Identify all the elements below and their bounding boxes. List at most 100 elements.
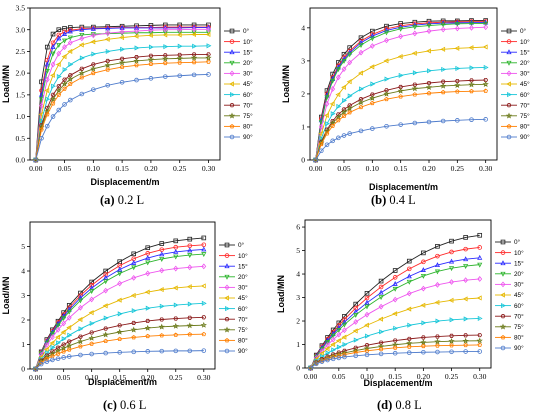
data-point bbox=[342, 314, 347, 319]
caption-c: (c) 0.6 L bbox=[103, 398, 147, 412]
legend-label: 70° bbox=[243, 101, 253, 109]
data-point bbox=[412, 92, 418, 97]
data-point bbox=[88, 310, 94, 316]
legend-label: 30° bbox=[514, 281, 524, 289]
data-point bbox=[440, 82, 447, 89]
data-point bbox=[67, 48, 73, 54]
data-point bbox=[341, 66, 347, 73]
data-point bbox=[78, 326, 84, 332]
legend-label: 45° bbox=[520, 80, 530, 88]
data-point bbox=[79, 33, 85, 38]
data-point bbox=[336, 135, 341, 141]
data-point bbox=[441, 66, 447, 73]
legend-label: 45° bbox=[243, 80, 253, 88]
series-line bbox=[310, 340, 480, 369]
data-point bbox=[477, 276, 483, 282]
data-point bbox=[364, 311, 370, 318]
data-point bbox=[392, 296, 398, 303]
data-point bbox=[187, 348, 193, 354]
x-tick-label: 0.15 bbox=[394, 164, 407, 173]
data-point bbox=[61, 355, 66, 360]
y-axis-title: Load/MN bbox=[276, 275, 286, 313]
data-point bbox=[158, 323, 165, 330]
y-tick-label: 1.5 bbox=[16, 90, 26, 99]
legend-label: 10° bbox=[243, 38, 253, 46]
data-point bbox=[119, 28, 125, 35]
data-point bbox=[90, 62, 96, 67]
y-tick-label: 0 bbox=[301, 156, 305, 165]
data-point bbox=[448, 266, 455, 272]
data-point bbox=[313, 157, 318, 163]
data-point bbox=[55, 351, 61, 356]
data-point bbox=[50, 114, 56, 119]
data-point bbox=[392, 286, 398, 292]
data-point bbox=[119, 56, 125, 61]
x-tick-label: 0.05 bbox=[332, 372, 345, 381]
legend-marker bbox=[228, 112, 236, 119]
data-point bbox=[407, 322, 413, 328]
data-point bbox=[469, 78, 474, 83]
data-point bbox=[469, 65, 475, 71]
data-point bbox=[44, 342, 50, 348]
data-point bbox=[463, 235, 468, 240]
data-point bbox=[79, 66, 85, 71]
data-point bbox=[206, 52, 211, 57]
data-point bbox=[346, 79, 352, 85]
legend-label: 90° bbox=[520, 133, 530, 141]
data-point bbox=[159, 257, 165, 262]
data-point bbox=[66, 325, 72, 331]
data-point bbox=[131, 265, 137, 271]
data-point bbox=[462, 337, 469, 344]
data-point bbox=[398, 23, 403, 29]
series-line bbox=[315, 46, 486, 161]
data-point bbox=[78, 304, 83, 311]
data-point bbox=[426, 80, 432, 86]
legend-label: 20° bbox=[238, 273, 248, 281]
data-point bbox=[56, 92, 62, 97]
data-point bbox=[440, 89, 446, 95]
data-point bbox=[201, 331, 207, 337]
chart-svg-c: 0.00 0.05 0.10 0.15 0.20 0.25 0.30 0 1 2 3 4 5 Displa… bbox=[1, 221, 248, 387]
legend-marker bbox=[500, 250, 506, 255]
data-point bbox=[426, 48, 431, 54]
data-point bbox=[186, 284, 192, 290]
data-point bbox=[440, 79, 446, 84]
data-point bbox=[336, 355, 342, 361]
data-point bbox=[406, 340, 413, 346]
y-tick-label: 3.0 bbox=[16, 25, 26, 34]
data-point bbox=[330, 333, 336, 339]
legend-label: 10° bbox=[514, 249, 524, 257]
legend: 0° 10° 15° 20° 30° 45° 60° 70° 75° 80° 90° bbox=[219, 241, 248, 355]
data-point bbox=[435, 253, 440, 259]
data-point bbox=[187, 236, 193, 242]
data-point bbox=[357, 99, 365, 106]
legend-label: 75° bbox=[238, 326, 248, 334]
legend-marker bbox=[225, 306, 230, 312]
data-point bbox=[68, 97, 73, 103]
data-point bbox=[454, 25, 460, 32]
plot-frame bbox=[29, 221, 216, 370]
data-point bbox=[172, 322, 179, 329]
data-point bbox=[482, 44, 488, 50]
x-tick-label: 0.30 bbox=[473, 372, 486, 381]
data-point bbox=[420, 285, 426, 292]
data-point bbox=[105, 25, 111, 31]
x-tick-label: 0.10 bbox=[87, 164, 100, 173]
y-tick-label: 2 bbox=[21, 316, 25, 325]
data-point bbox=[33, 366, 38, 372]
data-point bbox=[455, 89, 460, 94]
series-30° bbox=[33, 263, 207, 372]
data-point bbox=[324, 100, 330, 107]
x-tick-label: 0.20 bbox=[144, 164, 157, 173]
data-point bbox=[383, 58, 389, 64]
data-point bbox=[162, 30, 168, 36]
data-point bbox=[173, 302, 179, 308]
data-point bbox=[43, 346, 49, 352]
data-point bbox=[50, 357, 55, 363]
legend-marker bbox=[229, 103, 235, 108]
data-point bbox=[341, 334, 347, 340]
legend-marker bbox=[224, 274, 230, 280]
data-point bbox=[68, 27, 73, 33]
data-point bbox=[50, 334, 55, 341]
data-point bbox=[421, 335, 426, 340]
